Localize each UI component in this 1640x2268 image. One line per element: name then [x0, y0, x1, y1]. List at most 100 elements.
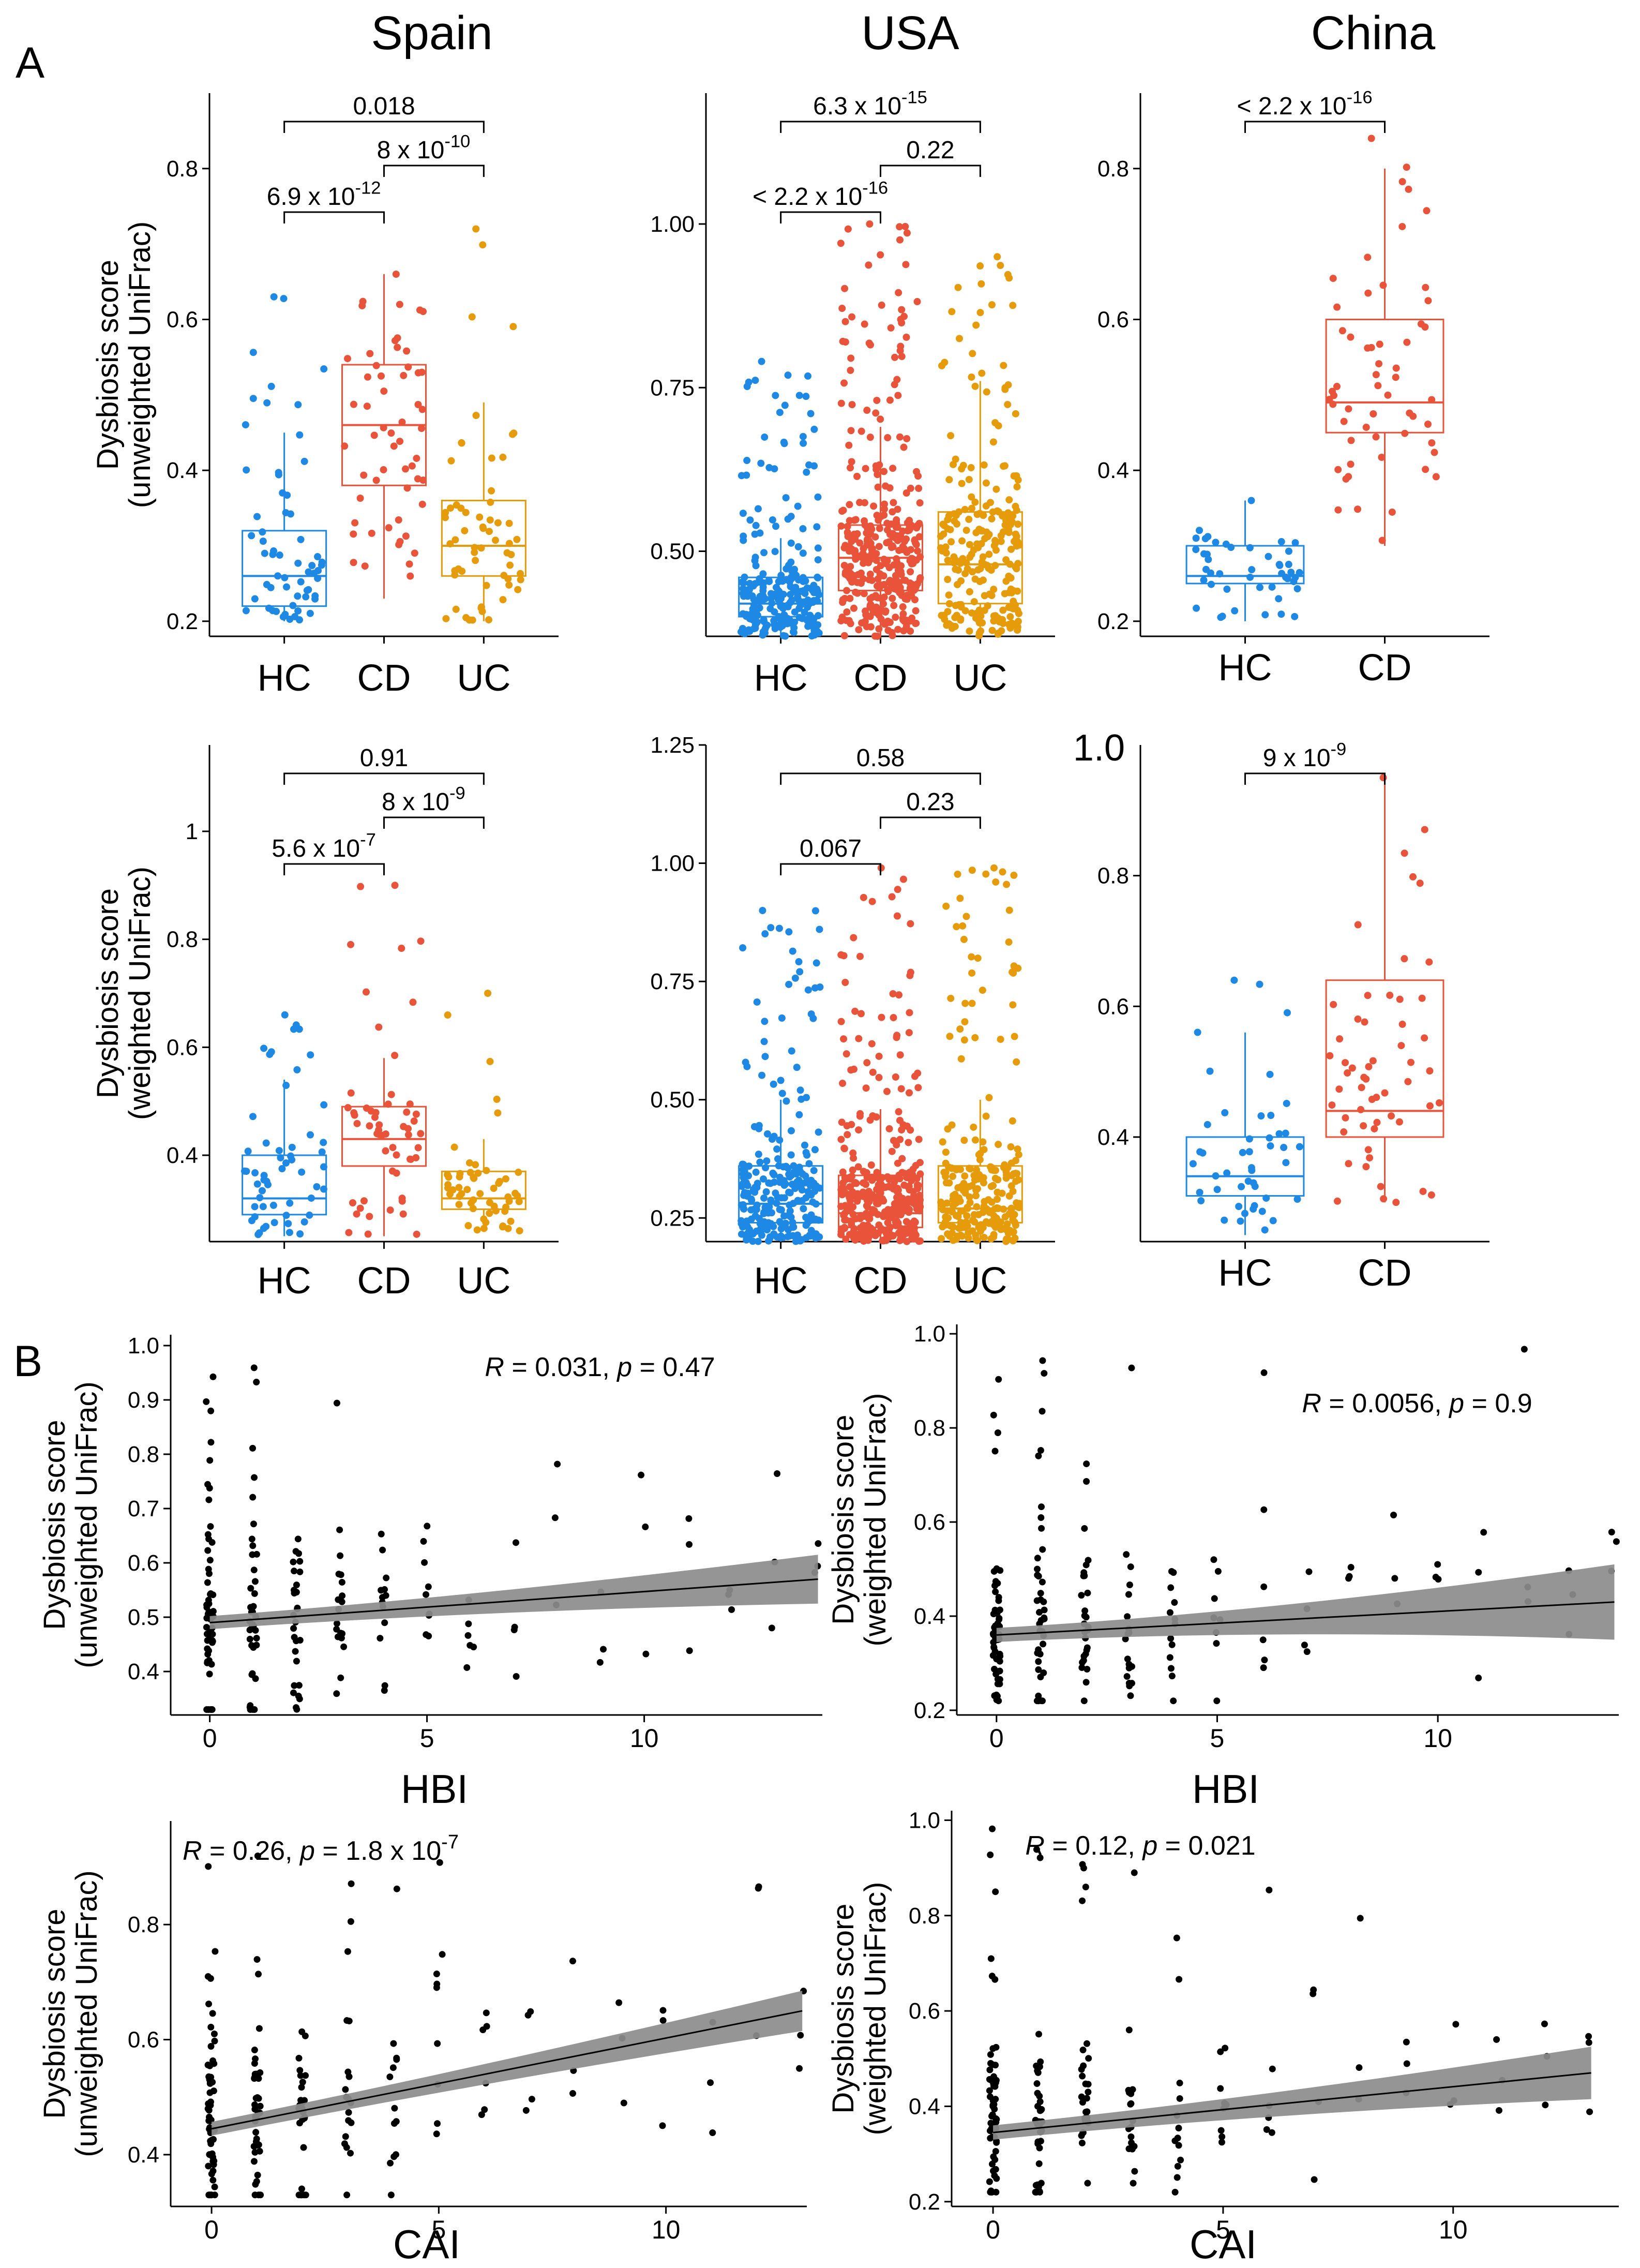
data-point: [1004, 513, 1012, 520]
data-point: [1011, 1033, 1018, 1040]
data-point: [1078, 2093, 1085, 2100]
data-point: [251, 1203, 259, 1211]
data-point: [951, 622, 959, 630]
data-point: [960, 1223, 968, 1231]
data-point: [347, 941, 355, 948]
data-point: [393, 1151, 400, 1159]
data-point: [257, 2069, 264, 2076]
data-point: [841, 285, 849, 292]
data-point: [912, 619, 920, 627]
data-point: [972, 1192, 980, 1200]
box-cd: [341, 1106, 427, 1167]
data-point: [771, 1178, 778, 1186]
data-point: [739, 629, 747, 637]
data-point: [839, 596, 847, 604]
data-point: [502, 1203, 510, 1211]
data-point: [1380, 1195, 1388, 1203]
data-point: [1124, 1613, 1131, 1620]
data-point: [743, 457, 751, 465]
data-point: [846, 1183, 854, 1191]
y-tick-label: 1.0: [914, 1321, 945, 1347]
data-point: [742, 1058, 749, 1066]
data-point: [878, 1013, 885, 1021]
data-point: [991, 562, 999, 570]
data-point: [353, 1120, 361, 1127]
data-point: [337, 1552, 344, 1559]
x-tick-label: 0: [203, 1724, 217, 1753]
data-point: [968, 609, 975, 617]
data-point: [911, 1231, 919, 1239]
data-point: [770, 1080, 777, 1088]
data-point: [1079, 1897, 1086, 1904]
data-point: [993, 1655, 1000, 1663]
data-point: [761, 1053, 769, 1061]
data-point: [875, 516, 882, 524]
data-point: [853, 589, 861, 597]
data-point: [1079, 2047, 1087, 2054]
data-point: [249, 1603, 257, 1610]
data-point: [500, 572, 508, 579]
data-point: [911, 1200, 919, 1207]
data-point: [806, 1231, 814, 1239]
data-point: [867, 1224, 875, 1232]
data-point: [359, 297, 367, 305]
data-point: [1035, 2160, 1043, 2167]
data-point: [759, 570, 767, 578]
data-point: [1002, 556, 1010, 564]
data-point: [505, 519, 513, 527]
data-point: [990, 1644, 998, 1651]
points-hc: [242, 293, 328, 624]
y-tick-label: 0.4: [167, 1143, 198, 1168]
data-point: [1374, 382, 1382, 390]
data-point: [1003, 1220, 1011, 1228]
data-point: [907, 484, 914, 492]
data-point: [751, 377, 759, 384]
data-point: [1080, 1697, 1088, 1705]
data-point: [1078, 1592, 1085, 1599]
p-value-label: 0.58: [856, 744, 905, 772]
data-point: [1213, 1640, 1220, 1647]
panel-label-b: B: [13, 1337, 42, 1385]
data-point: [755, 1122, 763, 1129]
data-point: [1014, 624, 1021, 632]
data-point: [458, 568, 466, 575]
data-point: [1371, 1125, 1378, 1132]
data-point: [360, 471, 368, 479]
data-point: [870, 502, 878, 510]
data-point: [949, 1172, 957, 1180]
data-point: [402, 532, 410, 540]
data-point: [425, 1632, 432, 1639]
data-point: [752, 1168, 760, 1176]
data-point: [1347, 460, 1355, 468]
data-point: [946, 1033, 954, 1040]
y-tick-label: 0.4: [128, 1659, 159, 1684]
data-point: [894, 392, 902, 399]
data-point: [1201, 535, 1209, 543]
data-point: [270, 1219, 278, 1227]
data-point: [251, 1578, 259, 1585]
data-point: [509, 323, 517, 331]
data-point: [252, 2129, 260, 2136]
data-point: [1276, 561, 1284, 569]
data-point: [205, 1657, 213, 1664]
data-point: [1427, 1191, 1435, 1199]
data-point: [916, 499, 924, 507]
data-point: [992, 1888, 999, 1896]
data-point: [249, 1494, 257, 1501]
data-point: [1422, 284, 1430, 291]
p-value-label: < 2.2 x 10-16: [753, 178, 888, 211]
data-point: [1123, 1551, 1130, 1558]
data-point: [1008, 518, 1016, 526]
data-point: [993, 1696, 1000, 1704]
data-point: [756, 592, 764, 600]
data-point: [977, 280, 985, 288]
data-point: [1083, 1460, 1090, 1468]
data-point: [992, 539, 1000, 547]
data-point: [366, 350, 374, 357]
data-point: [1007, 585, 1015, 593]
data-point: [297, 2191, 305, 2199]
y-tick-label: 1.0: [909, 1808, 940, 1833]
data-point: [445, 1173, 453, 1181]
data-point: [997, 1035, 1004, 1043]
data-point: [299, 2079, 306, 2086]
